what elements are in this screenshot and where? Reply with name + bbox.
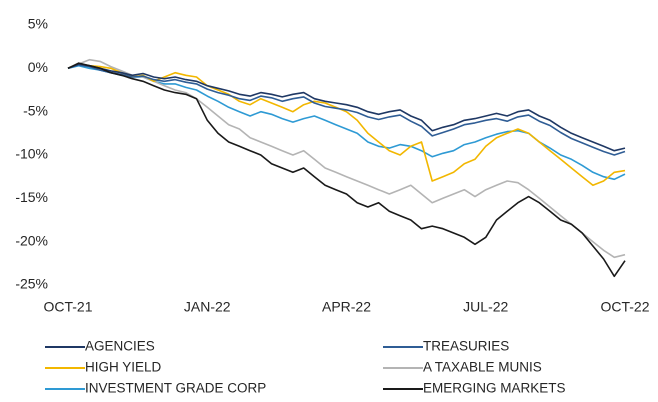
series-line	[67, 62, 626, 278]
series-line	[67, 63, 626, 187]
x-tick-label: JAN-22	[184, 299, 231, 315]
y-tick-label: 0%	[28, 59, 48, 75]
legend-label: AGENCIES	[85, 339, 155, 354]
y-tick-label: 5%	[28, 16, 48, 32]
y-tick-label: -10%	[15, 146, 48, 162]
y-tick-label: -5%	[23, 102, 48, 118]
x-tick-label: APR-22	[322, 299, 371, 315]
legend-label: TREASURIES	[423, 339, 509, 354]
y-tick-label: -20%	[15, 232, 48, 248]
legend-label: EMERGING MARKETS	[423, 381, 566, 396]
series-line	[67, 64, 626, 156]
legend: AGENCIES TREASURIES HIGH YIELD A TAXABLE MU…	[45, 339, 566, 396]
x-tick-label: JUL-22	[463, 299, 508, 315]
legend-label: HIGH YIELD	[85, 360, 162, 375]
legend-label: A TAXABLE MUNIS	[423, 360, 542, 375]
x-tick-label: OCT-21	[43, 299, 92, 315]
x-tick-label: OCT-22	[600, 299, 649, 315]
series-line	[67, 58, 626, 259]
y-tick-label: -15%	[15, 189, 48, 205]
y-tick-label: -25%	[15, 276, 48, 292]
legend-label: INVESTMENT GRADE CORP	[85, 381, 266, 396]
series-line	[67, 63, 626, 152]
